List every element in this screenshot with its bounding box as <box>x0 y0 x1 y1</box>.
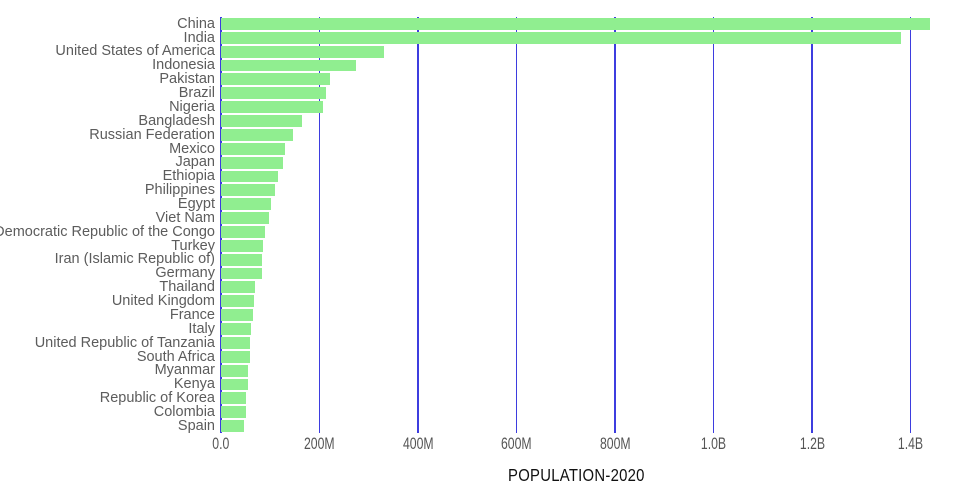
y-label-united-republic-of-tanzania: United Republic of Tanzania <box>34 334 215 351</box>
bar-myanmar[interactable] <box>221 364 248 377</box>
bar-united-kingdom[interactable] <box>221 295 255 308</box>
bar-united-republic-of-tanzania[interactable] <box>221 336 251 349</box>
x-tick-800m: 800M <box>570 435 660 454</box>
bar-nigeria[interactable] <box>221 101 323 114</box>
y-label-germany: Germany <box>155 265 215 282</box>
y-label-kenya: Kenya <box>173 376 215 393</box>
x-tick-text: 0.0 <box>212 434 230 453</box>
y-label-pakistan: Pakistan <box>159 71 215 88</box>
bar-thailand[interactable] <box>221 281 256 294</box>
x-tick-text: 600M <box>501 434 532 453</box>
bar-united-states-of-america[interactable] <box>221 45 385 58</box>
bar-italy[interactable] <box>221 323 251 335</box>
x-tick-1-4b: 1.4B <box>866 435 956 454</box>
y-label-japan: Japan <box>175 154 215 171</box>
x-tick-200m: 200M <box>275 435 365 454</box>
bar-south-africa[interactable] <box>221 350 251 363</box>
y-label-colombia: Colombia <box>153 403 215 420</box>
bar-bangladesh[interactable] <box>221 115 303 127</box>
bar-colombia[interactable] <box>221 406 247 419</box>
x-tick-text: 800M <box>599 434 631 453</box>
bar-egypt[interactable] <box>221 198 272 211</box>
bar-ethiopia[interactable] <box>221 170 278 183</box>
bar-iran-islamic-republic-of[interactable] <box>221 253 263 266</box>
x-tick-600m: 600M <box>472 435 562 454</box>
y-label-spain: Spain <box>177 417 215 434</box>
bar-spain[interactable] <box>221 420 245 433</box>
bar-france[interactable] <box>221 309 254 322</box>
bar-russian-federation[interactable] <box>221 128 293 141</box>
y-label-brazil: Brazil <box>178 85 215 102</box>
y-label-united-kingdom: United Kingdom <box>111 293 215 310</box>
y-label-thailand: Thailand <box>159 279 215 296</box>
bar-turkey[interactable] <box>221 239 263 252</box>
bar-china[interactable] <box>221 18 931 30</box>
x-tick-1-2b: 1.2B <box>767 435 857 454</box>
y-label-egypt: Egypt <box>177 195 215 212</box>
y-label-philippines: Philippines <box>144 182 215 199</box>
y-label-democratic-republic-of-the-congo: Democratic Republic of the Congo <box>0 223 215 240</box>
bar-philippines[interactable] <box>221 184 275 197</box>
gridline-800m <box>614 17 616 433</box>
gridline-1400m <box>909 17 912 433</box>
y-label-iran-islamic-republic-of: Iran (Islamic Republic of) <box>54 251 215 268</box>
gridline-600m <box>515 17 518 433</box>
y-label-united-states-of-america: United States of America <box>55 43 215 60</box>
x-tick-text: 200M <box>304 434 335 453</box>
y-label-france: France <box>169 306 215 323</box>
x-tick-text: 1.0B <box>701 434 727 453</box>
gridline-1000m <box>712 17 715 433</box>
bar-germany[interactable] <box>221 267 263 280</box>
plot-area <box>220 17 960 433</box>
gridline-200m <box>318 17 321 433</box>
y-label-india: India <box>183 29 215 46</box>
y-label-mexico: Mexico <box>169 140 215 157</box>
bar-mexico[interactable] <box>221 142 285 155</box>
x-tick-400m: 400M <box>373 435 463 454</box>
bar-indonesia[interactable] <box>221 59 356 72</box>
gridline-0m <box>220 17 222 433</box>
y-label-republic-of-korea: Republic of Korea <box>99 390 215 407</box>
y-label-russian-federation: Russian Federation <box>89 126 215 143</box>
bar-japan[interactable] <box>221 156 284 169</box>
x-tick-text: 400M <box>402 434 434 453</box>
y-label-ethiopia: Ethiopia <box>162 168 215 185</box>
y-label-china: China <box>177 15 215 32</box>
bar-republic-of-korea[interactable] <box>221 392 247 405</box>
y-label-indonesia: Indonesia <box>152 57 215 74</box>
bar-democratic-republic-of-the-congo[interactable] <box>221 226 266 238</box>
x-tick-0-0: 0.0 <box>176 435 266 454</box>
y-label-bangladesh: Bangladesh <box>138 112 215 129</box>
bar-india[interactable] <box>221 31 901 44</box>
y-label-italy: Italy <box>188 320 215 337</box>
bar-viet-nam[interactable] <box>221 212 269 225</box>
y-label-nigeria: Nigeria <box>169 98 215 115</box>
x-tick-1-0b: 1.0B <box>669 435 759 454</box>
x-tick-text: 1.2B <box>799 434 825 453</box>
gridline-400m <box>417 17 419 433</box>
y-label-myanmar: Myanmar <box>154 362 215 379</box>
bar-brazil[interactable] <box>221 87 326 100</box>
y-label-south-africa: South Africa <box>136 348 215 365</box>
y-label-turkey: Turkey <box>171 237 215 254</box>
x-tick-text: 1.4B <box>898 434 924 453</box>
x-axis-title-text: POPULATION-2020 <box>507 465 645 485</box>
y-label-viet-nam: Viet Nam <box>155 209 215 226</box>
x-axis-title: POPULATION-2020 <box>221 466 931 486</box>
bar-pakistan[interactable] <box>221 73 330 86</box>
bar-kenya[interactable] <box>221 378 248 391</box>
gridline-1200m <box>811 17 813 433</box>
